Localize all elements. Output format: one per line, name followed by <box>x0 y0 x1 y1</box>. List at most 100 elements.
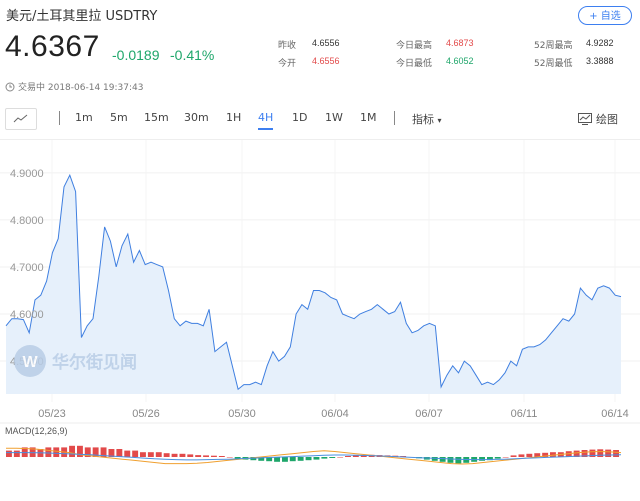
macd-bar <box>258 457 265 461</box>
period-tab-1m[interactable]: 1m <box>75 111 93 124</box>
watermark-logo: W 华尔街见闻 <box>14 345 137 377</box>
macd-bar <box>439 457 446 462</box>
x-tick-label: 06/04 <box>321 408 349 420</box>
period-tab-4h[interactable]: 4H <box>258 111 274 130</box>
current-price: 4.6367 <box>5 30 100 63</box>
macd-bar <box>171 453 178 457</box>
stat-label-52w-low: 52周最低 <box>534 59 573 69</box>
macd-bar <box>195 455 202 457</box>
stat-value-day-high: 4.6873 <box>446 38 474 48</box>
macd-bar <box>297 457 304 461</box>
macd-bar <box>289 457 296 462</box>
stat-value-52w-high: 4.9282 <box>586 38 614 48</box>
macd-bar <box>589 449 596 457</box>
macd-bar <box>518 454 525 457</box>
draw-tool-button[interactable]: 绘图 <box>578 111 618 127</box>
macd-bar <box>613 450 619 457</box>
indicator-dropdown[interactable]: 指标 ▾ <box>412 111 442 127</box>
macd-bar <box>140 452 146 457</box>
x-tick-label: 05/26 <box>132 408 160 420</box>
macd-bar <box>132 450 139 457</box>
macd-bar <box>226 457 233 458</box>
macd-bar <box>29 447 36 457</box>
macd-bar <box>479 457 485 461</box>
x-axis-labels: 05/23 05/26 05/30 06/04 06/07 06/11 06/14 <box>38 408 629 420</box>
x-tick-label: 06/14 <box>601 408 629 420</box>
macd-bar <box>100 447 107 457</box>
macd-bar <box>266 457 273 462</box>
add-watchlist-button[interactable]: + 自选 <box>578 6 632 25</box>
macd-bar <box>313 457 320 460</box>
stat-value-prev-close: 4.6556 <box>312 38 340 48</box>
macd-bar <box>45 447 52 457</box>
x-tick-label: 05/23 <box>38 408 66 420</box>
macd-bar <box>187 454 194 457</box>
macd-bar <box>487 457 493 461</box>
macd-bar <box>203 455 209 457</box>
macd-bar <box>6 450 12 457</box>
watermark-text: 华尔街见闻 <box>52 352 137 372</box>
toolbar-separator <box>59 111 60 125</box>
header-divider <box>0 139 640 140</box>
line-chart-toggle[interactable] <box>5 108 37 130</box>
period-tab-30m[interactable]: 30m <box>184 111 209 124</box>
stat-label-prev-close: 昨收 <box>278 41 297 51</box>
period-tab-1w[interactable]: 1W <box>325 111 343 124</box>
macd-bar <box>179 453 186 457</box>
macd-bar <box>116 449 123 457</box>
stat-value-52w-low: 3.3888 <box>586 56 614 66</box>
clock-icon <box>5 82 15 91</box>
status-text: 交易中 2018-06-14 19:37:43 <box>18 83 144 93</box>
drawing-icon <box>578 113 592 125</box>
macd-bar <box>274 457 280 462</box>
macd-bar <box>447 457 454 463</box>
macd-bar <box>13 450 20 457</box>
period-tab-1mo[interactable]: 1M <box>360 111 377 124</box>
stat-label-52w-high: 52周最高 <box>534 41 573 51</box>
macd-bar <box>597 449 604 457</box>
macd-bar <box>108 449 115 457</box>
macd-bar <box>84 447 91 457</box>
macd-bar <box>550 452 556 457</box>
price-change: -0.0189 <box>112 47 160 63</box>
x-tick-label: 06/07 <box>415 408 443 420</box>
instrument-title: 美元/土耳其里拉 USDTRY <box>6 9 158 24</box>
macd-bar <box>502 457 509 458</box>
macd-bar <box>345 456 351 457</box>
macd-bar <box>510 455 517 457</box>
price-line <box>5 173 622 391</box>
macd-bar <box>581 450 588 457</box>
macd-bar <box>526 453 533 457</box>
period-tab-1d[interactable]: 1D <box>292 111 308 124</box>
macd-bar <box>360 455 367 457</box>
line-chart-icon <box>13 114 28 123</box>
y-tick-label: 4.8000 <box>10 215 44 227</box>
caret-down-icon: ▾ <box>437 116 442 125</box>
macd-panel <box>6 445 622 465</box>
period-tab-1h[interactable]: 1H <box>226 111 242 124</box>
macd-bar <box>337 457 344 458</box>
macd-bar <box>352 455 359 457</box>
stat-label-open: 今开 <box>278 59 297 69</box>
macd-bar <box>321 457 328 459</box>
macd-bar <box>163 453 170 457</box>
macd-bar <box>605 449 612 457</box>
price-area-fill <box>6 175 621 394</box>
draw-label: 绘图 <box>596 113 618 126</box>
period-tab-5m[interactable]: 5m <box>110 111 128 124</box>
macd-bar <box>534 453 541 457</box>
macd-bar <box>124 450 131 457</box>
macd-bar <box>92 447 99 457</box>
macd-label: MACD(12,26,9) <box>5 426 68 436</box>
toolbar-separator-2 <box>394 111 395 125</box>
macd-bar <box>494 457 501 459</box>
macd-bar <box>455 457 462 464</box>
macd-bar <box>305 457 312 461</box>
stat-value-open: 4.6556 <box>312 56 340 66</box>
macd-bar <box>155 452 162 457</box>
macd-bar <box>431 457 438 461</box>
period-tab-15m[interactable]: 15m <box>144 111 169 124</box>
x-tick-label: 06/11 <box>511 408 538 420</box>
macd-bar <box>218 456 225 457</box>
